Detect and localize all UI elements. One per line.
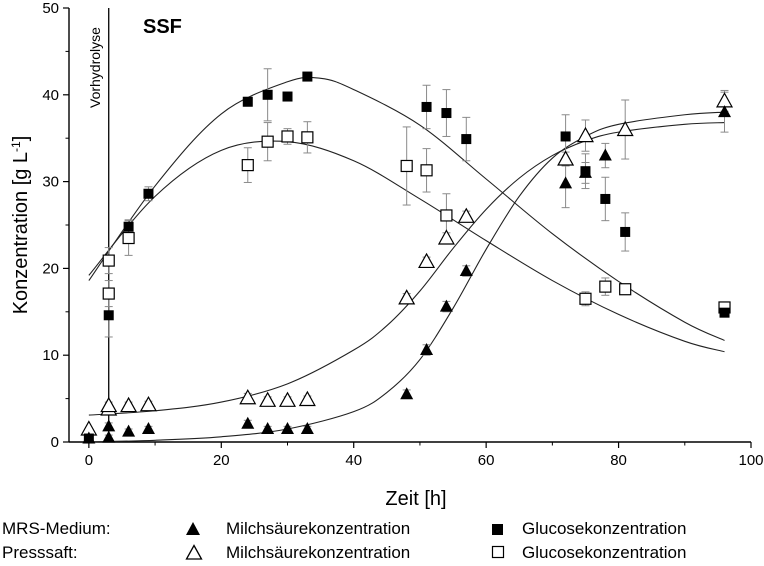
x-tick-label: 100 [738,452,763,469]
glucose-presssaft-point [440,209,453,222]
legend-lactate-presssaft: Milchsäurekonzentration [226,543,411,562]
glucose-presssaft-point [400,159,413,173]
glucose-presssaft-point [301,131,314,144]
y-axis-title-main: Konzentration [g L [10,152,32,314]
lactate-mrs-point [420,342,434,355]
legend-row-mrs: MRS-Medium: Milchsäurekonzentration Gluc… [0,519,764,541]
lactate-mrs-point [459,264,473,277]
glucose-presssaft-point [579,292,592,305]
glucose-mrs-point [83,433,94,444]
filled-triangle-icon [185,521,201,542]
lactate-presssaft-point [139,395,157,412]
fit-curve [88,76,725,341]
y-tick-label: 40 [42,87,59,104]
lactate-presssaft-point [457,207,475,223]
glucose-mrs-point [262,89,273,100]
lactate-presssaft-point [100,396,118,413]
fit-curve [88,140,725,353]
glucose-mrs-point [600,193,611,204]
lactate-mrs-point [400,387,414,400]
x-tick-label: 80 [610,452,627,469]
y-tick-label: 30 [42,174,59,191]
x-tick-label: 60 [478,452,495,469]
lactate-presssaft-point [437,229,455,245]
lactate-presssaft-point [239,388,257,405]
lactate-mrs-point [300,421,314,434]
glucose-mrs-point [282,91,293,102]
fit-curve [88,111,725,443]
glucose-mrs-point [123,221,134,232]
lactate-mrs-point [241,416,255,429]
y-axis-title-sup: -1 [9,141,23,152]
y-tick-label: 50 [42,0,59,17]
open-triangle-icon [185,544,203,566]
legend-glucose-mrs: Glucosekonzentration [522,519,687,538]
glucose-presssaft-point [420,164,433,177]
lactate-mrs-point [122,424,136,437]
chart-annotation-ssf: SSF [143,16,182,38]
legend-medium-mrs: MRS-Medium: [2,519,111,538]
filled-square-icon [491,522,505,542]
glucose-mrs-point [242,96,253,107]
lactate-mrs-point [439,299,453,312]
glucose-mrs-point [302,71,313,82]
lactate-presssaft-point [576,126,594,143]
vorhydrolyse-label: Vorhydrolyse [87,27,103,108]
lactate-presssaft-point [298,390,316,407]
y-tick-label: 0 [51,434,59,451]
glucose-presssaft-point [122,231,135,245]
legend-glucose-presssaft: Glucosekonzentration [522,543,687,562]
glucose-mrs-point [461,134,472,145]
lactate-mrs-point [559,176,573,189]
glucose-presssaft-point [102,254,115,267]
open-square-icon [491,545,506,565]
legend-row-presssaft: Presssaft: Milchsäurekonzentration Gluco… [0,543,764,565]
glucose-mrs-point [580,166,591,177]
lactate-mrs-point [718,105,732,118]
glucose-mrs-point [560,131,571,142]
lactate-presssaft-point [616,120,634,137]
lactate-mrs-point [261,421,275,434]
y-tick-label: 10 [42,347,59,364]
lactate-mrs-point [281,421,295,434]
legend-medium-presssaft: Presssaft: [2,543,78,562]
legend-lactate-mrs: Milchsäurekonzentration [226,519,411,538]
glucose-mrs-point [620,226,631,237]
glucose-mrs-point [421,101,432,112]
lactate-presssaft-point [259,391,277,407]
lactate-presssaft-point [120,396,138,413]
y-tick-label: 20 [42,260,59,277]
x-tick-label: 40 [345,452,362,469]
chart: 0 20 40 60 80 100 0 10 20 30 40 50 SSF Vorhydrolyse… [9,0,764,510]
plot-area: 0 20 40 60 80 100 0 10 20 30 40 50 [42,0,763,469]
glucose-presssaft-point [281,130,294,143]
lactate-presssaft-point [418,252,436,269]
glucose-presssaft-point [619,283,632,296]
glucose-presssaft-point [102,287,115,300]
glucose-mrs-point [719,307,730,318]
glucose-mrs-point [103,310,114,321]
y-axis-title-end: ] [10,136,32,142]
lactate-presssaft-point [278,391,297,407]
glucose-presssaft-point [241,159,254,172]
lactate-presssaft-point [715,92,734,108]
x-axis-title: Zeit [h] [385,488,446,510]
glucose-mrs-point [441,108,452,119]
x-tick-label: 0 [85,452,93,469]
lactate-presssaft-point [398,289,416,305]
y-axis-title: Konzentration [g L-1] [9,136,32,315]
glucose-presssaft-point [261,135,274,148]
x-tick-label: 20 [213,452,230,469]
lactate-presssaft-point [557,150,575,166]
lactate-mrs-point [102,430,116,443]
glucose-presssaft-point [599,280,612,293]
fit-curve [88,122,725,416]
lactate-mrs-point [102,419,116,432]
glucose-mrs-point [143,188,154,199]
lactate-mrs-point [598,148,612,161]
lactate-mrs-point [141,421,155,434]
